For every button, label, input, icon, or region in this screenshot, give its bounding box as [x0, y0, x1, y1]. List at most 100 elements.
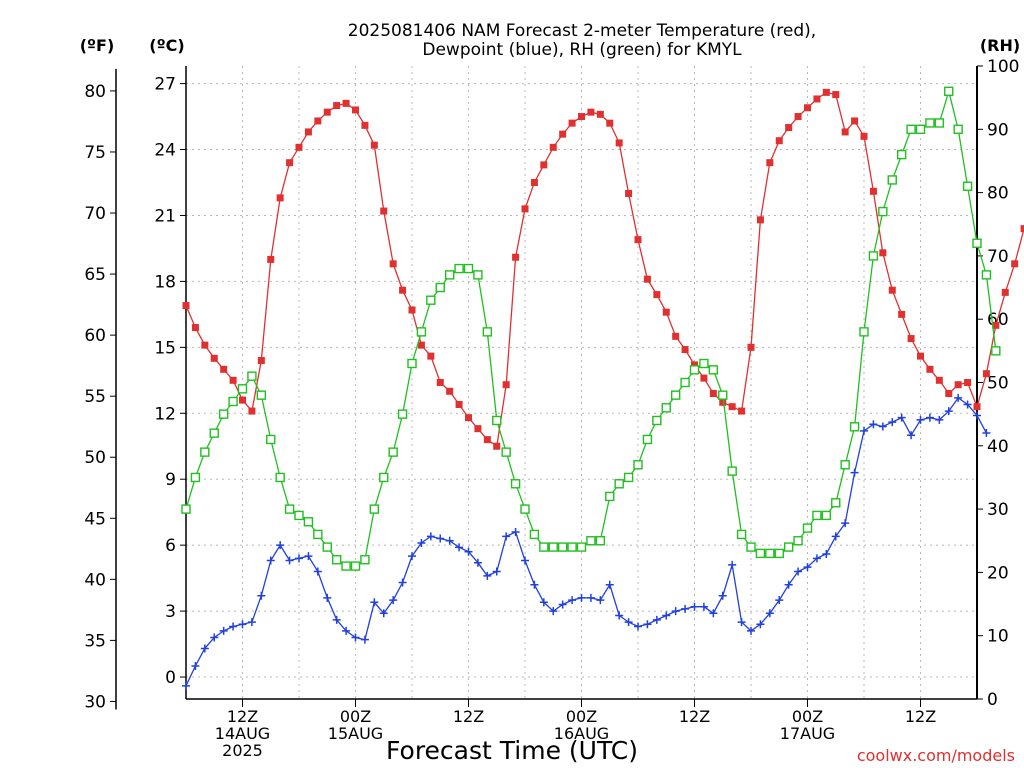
- data-point: [549, 143, 557, 151]
- data-point: [962, 181, 973, 191]
- data-point: [191, 324, 199, 332]
- data-point: [342, 99, 350, 107]
- data-point: [540, 161, 548, 169]
- data-point: [680, 377, 690, 388]
- data-point: [878, 206, 888, 217]
- tick-label-f: 55: [84, 387, 106, 407]
- tick-label-rh: 20: [987, 563, 1009, 583]
- data-point: [210, 354, 218, 362]
- data-point: [992, 321, 1000, 329]
- data-point: [898, 310, 906, 318]
- data-point: [398, 578, 407, 587]
- tick-label-x: 12Z: [905, 707, 936, 726]
- tick-label-rh: 100: [987, 57, 1019, 77]
- data-point: [869, 187, 877, 195]
- data-point: [972, 238, 982, 248]
- data-point: [558, 600, 567, 609]
- data-point: [1001, 288, 1009, 296]
- data-point: [521, 205, 529, 213]
- tick-label-rh: 80: [987, 184, 1009, 204]
- tick-label-x: 00Z: [566, 707, 597, 726]
- data-point: [446, 387, 454, 395]
- data-point: [285, 556, 294, 565]
- series-line: [185, 88, 997, 567]
- data-point: [661, 403, 671, 413]
- tick-label-c: 12: [154, 404, 176, 424]
- data-point: [444, 270, 455, 280]
- data-point: [586, 536, 596, 546]
- data-point: [709, 389, 717, 397]
- tick-label-f: 30: [84, 692, 106, 712]
- data-point: [624, 618, 633, 627]
- data-point: [944, 407, 953, 416]
- data-point: [689, 365, 700, 375]
- data-point: [954, 393, 963, 402]
- data-point: [718, 591, 727, 600]
- data-point: [209, 428, 219, 438]
- data-point: [576, 542, 587, 552]
- tick-label-f: 75: [84, 143, 106, 163]
- data-point: [775, 596, 784, 605]
- data-point: [549, 607, 558, 616]
- data-point: [878, 422, 887, 431]
- tick-label-x: 14AUG: [215, 724, 270, 743]
- data-point: [455, 543, 464, 552]
- data-point: [483, 436, 491, 444]
- unit-label-celsius: (ºC): [149, 36, 184, 55]
- data-point: [821, 510, 832, 521]
- data-point: [625, 189, 633, 197]
- data-point: [257, 357, 265, 365]
- tick-label-c: 6: [165, 536, 176, 556]
- data-point: [719, 398, 727, 406]
- tick-label-c: 24: [154, 141, 176, 161]
- data-point: [238, 620, 247, 629]
- data-point: [521, 556, 529, 565]
- data-point: [304, 128, 312, 136]
- data-point: [379, 472, 389, 483]
- tick-label-x: 15AUG: [328, 724, 383, 743]
- data-point: [868, 251, 879, 261]
- data-point: [248, 407, 256, 415]
- data-point: [417, 538, 426, 547]
- data-point: [709, 609, 718, 618]
- data-point: [662, 611, 671, 620]
- data-point: [840, 460, 850, 470]
- data-point: [812, 510, 822, 521]
- data-point: [294, 510, 304, 521]
- data-point: [201, 341, 209, 349]
- data-point: [276, 194, 284, 202]
- data-point: [587, 108, 595, 116]
- data-point: [266, 434, 276, 445]
- data-point: [727, 466, 737, 476]
- data-point: [436, 534, 445, 543]
- unit-label-rh: (RH): [980, 36, 1020, 55]
- data-point: [247, 618, 256, 627]
- data-point: [445, 536, 454, 545]
- data-point: [427, 352, 435, 360]
- data-point: [559, 130, 567, 138]
- tick-labels: 0 3 6 9 12 15 18 21 24 27 30 35 40 45 50 55 60 65 70 75 80 0 1…: [84, 57, 1019, 760]
- data-point: [634, 236, 642, 244]
- data-point: [454, 263, 464, 274]
- data-point: [492, 567, 501, 576]
- data-point: [605, 491, 615, 502]
- data-point: [182, 302, 190, 310]
- data-point: [408, 306, 416, 314]
- data-point: [765, 548, 775, 559]
- data-point: [529, 529, 540, 540]
- data-point: [539, 598, 548, 607]
- tick-label-f: 50: [84, 448, 106, 468]
- data-point: [331, 555, 342, 565]
- data-point: [595, 536, 606, 546]
- data-point: [728, 403, 736, 411]
- data-point: [380, 207, 388, 215]
- data-point: [954, 381, 962, 389]
- data-point: [605, 580, 614, 589]
- data-point: [239, 396, 246, 404]
- data-point: [953, 124, 963, 135]
- data-point: [785, 124, 793, 132]
- data-point: [361, 121, 369, 129]
- data-point: [728, 560, 737, 569]
- data-point: [341, 561, 351, 571]
- data-point: [804, 104, 811, 112]
